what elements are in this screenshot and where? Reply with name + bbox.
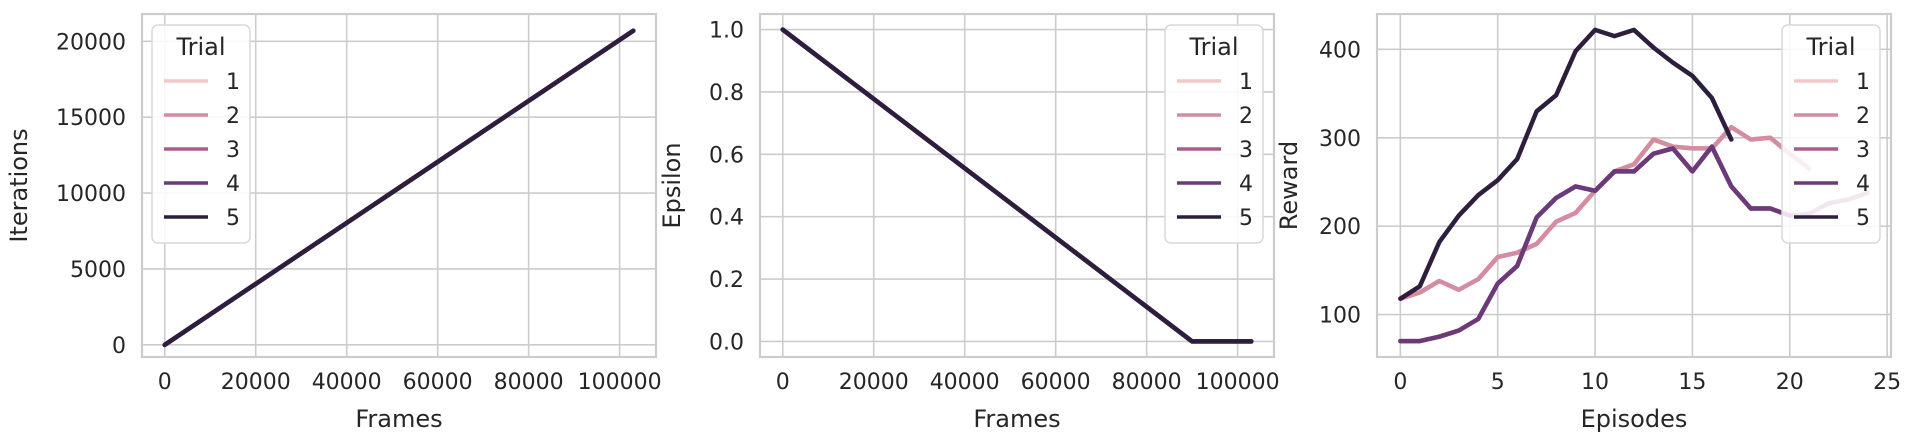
chart-0-x-tick-label: 80000	[494, 370, 564, 395]
chart-1-y-tick-label: 1.0	[709, 19, 744, 44]
chart-1-y-tick-label: 0.6	[709, 143, 744, 168]
chart-1-y-tick-label: 0.0	[709, 330, 744, 355]
chart-0-y-tick-label: 20000	[56, 30, 126, 55]
chart-2-x-tick-label: 10	[1581, 370, 1609, 395]
chart-1-plot-frame	[758, 12, 1276, 359]
chart-2-x-tick-label: 25	[1873, 370, 1901, 395]
chart-1-x-tick-label: 0	[776, 370, 790, 395]
chart-1-x-tick-label: 80000	[1112, 370, 1182, 395]
chart-1-y-axis-label: Epsilon	[658, 142, 686, 228]
iterations-vs-frames-panel: 0 20000 40000 60000 80000 100000 0 5000 10000 150…	[5, 12, 662, 433]
chart-0-y-axis-label: Iterations	[5, 128, 33, 242]
chart-2-y-tick-label: 100	[1319, 304, 1361, 329]
chart-0-x-tick-label: 100000	[578, 370, 662, 395]
chart-0-plot-frame	[140, 12, 658, 359]
chart-0-legend-entry-label: 3	[226, 138, 240, 163]
chart-1-x-tick-label: 20000	[839, 370, 909, 395]
chart-2-x-tick-label: 15	[1678, 370, 1706, 395]
chart-1-legend-entry-label: 2	[1239, 104, 1253, 129]
chart-2-y-tick-label: 200	[1319, 215, 1361, 240]
chart-1-legend-entry-label: 1	[1239, 70, 1253, 95]
chart-1-x-axis-label: Frames	[973, 405, 1060, 433]
chart-0-legend-entry-label: 1	[226, 70, 240, 95]
chart-2-x-axis-label: Episodes	[1581, 405, 1688, 433]
chart-2-legend-entry-label: 5	[1856, 206, 1870, 231]
chart-0-legend-entry-label: 2	[226, 104, 240, 129]
chart-0-legend-title: Trial	[175, 33, 225, 61]
chart-2-legend-entry-label: 3	[1856, 138, 1870, 163]
chart-2-legend-entry-label: 2	[1856, 104, 1870, 129]
chart-1-legend-title: Trial	[1188, 33, 1238, 61]
chart-0-y-tick-label: 10000	[56, 182, 126, 207]
chart-1-legend-entry-label: 4	[1239, 172, 1253, 197]
chart-0-y-tick-label: 5000	[70, 258, 126, 283]
chart-0-x-tick-label: 40000	[312, 370, 382, 395]
chart-0-series-trial-5-line	[162, 28, 636, 348]
chart-2-plot-frame	[1375, 12, 1893, 359]
chart-0-x-tick-label: 0	[158, 370, 172, 395]
chart-1-y-tick-label: 0.4	[709, 206, 744, 231]
chart-1-x-tick-label: 40000	[930, 370, 1000, 395]
chart-0-x-tick-label: 60000	[403, 370, 473, 395]
chart-0-x-tick-label: 20000	[221, 370, 291, 395]
chart-1-x-tick-label: 100000	[1196, 370, 1280, 395]
chart-2-x-tick-label: 20	[1776, 370, 1804, 395]
chart-0-y-tick-label: 15000	[56, 106, 126, 131]
chart-2-x-tick-label: 5	[1491, 370, 1505, 395]
chart-1-legend-entry-label: 5	[1239, 206, 1253, 231]
chart-1-legend-entry-label: 3	[1239, 138, 1253, 163]
chart-1-series-trial-5-line	[780, 27, 1254, 344]
chart-1-x-tick-label: 60000	[1021, 370, 1091, 395]
chart-0-x-axis-label: Frames	[355, 405, 442, 433]
epsilon-vs-frames-panel: 0 20000 40000 60000 80000 100000 0.0 0.2 0.4 0.6 0…	[658, 12, 1280, 433]
chart-1-y-tick-label: 0.8	[709, 81, 744, 106]
chart-2-legend-title: Trial	[1805, 33, 1855, 61]
chart-1-y-tick-label: 0.2	[709, 268, 744, 293]
chart-2-legend-entry-label: 1	[1856, 70, 1870, 95]
chart-0-legend-entry-label: 5	[226, 206, 240, 231]
chart-2-y-tick-label: 300	[1319, 127, 1361, 152]
chart-2-legend-entry-label: 4	[1856, 172, 1870, 197]
reward-vs-episodes-panel: 0 5 10 15 20 25100200300400EpisodesRewardTria…	[1275, 12, 1901, 433]
chart-2-series-trial-4-line	[1398, 144, 1793, 344]
chart-2-y-axis-label: Reward	[1275, 141, 1303, 230]
chart-0-y-tick-label: 0	[112, 334, 126, 359]
chart-0-legend-entry-label: 4	[226, 172, 240, 197]
chart-2-y-tick-label: 400	[1319, 38, 1361, 63]
chart-2-series-trial-5-line	[1398, 27, 1734, 301]
chart-2-x-tick-label: 0	[1393, 370, 1407, 395]
